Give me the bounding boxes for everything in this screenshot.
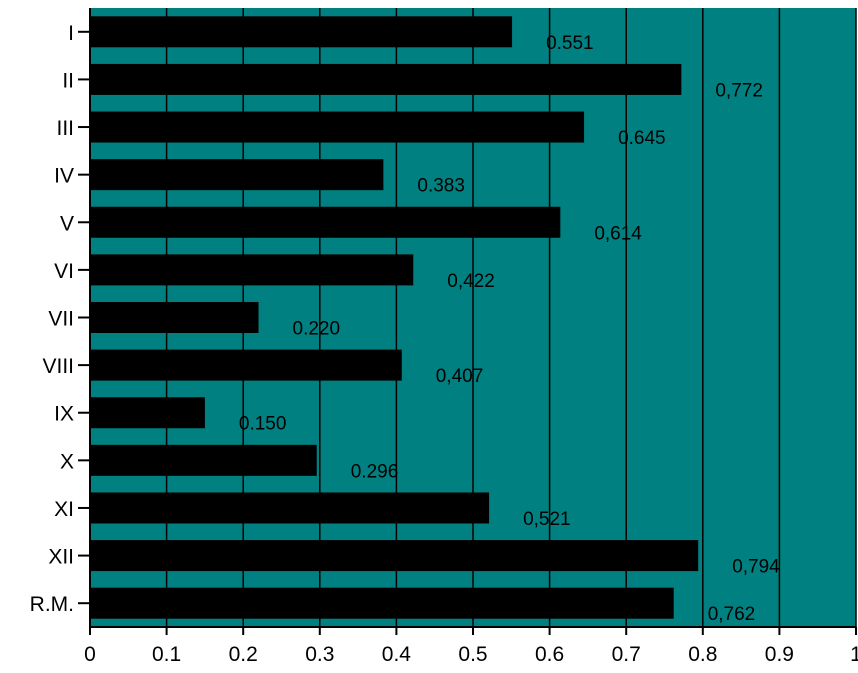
data-label: 0,794 xyxy=(732,557,780,578)
x-tick-label: 0.2 xyxy=(229,643,258,666)
bars xyxy=(90,16,699,619)
bar xyxy=(90,444,317,476)
data-label: 0,772 xyxy=(715,80,763,101)
category-label: II xyxy=(62,69,74,92)
bar xyxy=(90,349,402,381)
bar xyxy=(90,16,513,48)
data-label: 0.383 xyxy=(417,176,465,197)
bar xyxy=(90,254,414,286)
category-label: III xyxy=(56,117,74,140)
data-label: 0,521 xyxy=(523,509,571,530)
x-tick-label: 0.8 xyxy=(688,643,717,666)
x-tick-label: 0 xyxy=(84,643,96,666)
bar xyxy=(90,587,674,619)
x-tick-label: 0.4 xyxy=(382,643,412,666)
category-label: XII xyxy=(48,546,74,569)
bar xyxy=(90,63,682,95)
category-label: R.M. xyxy=(30,593,74,616)
category-label: VI xyxy=(54,260,74,283)
category-label: IX xyxy=(54,403,74,426)
x-tick-label: 0.3 xyxy=(305,643,334,666)
category-label: VII xyxy=(48,308,74,331)
data-label: 0,762 xyxy=(708,604,756,625)
data-label: 0,422 xyxy=(447,271,495,292)
data-label: 0.551 xyxy=(546,33,594,54)
category-label: V xyxy=(60,212,74,235)
data-labels: 0.551 0,772 0.645 0.383 0,614 0,422 0.220 0,407… xyxy=(239,33,780,625)
data-label: 0.150 xyxy=(239,414,287,435)
bar xyxy=(90,111,585,143)
x-tick-label: 0.9 xyxy=(765,643,794,666)
data-label: 0,407 xyxy=(436,366,484,387)
x-tick-label: 0.1 xyxy=(152,643,181,666)
data-label: 0.220 xyxy=(293,319,341,340)
bar xyxy=(90,206,561,238)
x-axis-ticks: 0 0.1 0.2 0.3 0.4 0.5 0.6 0.7 0.8 0.9 1 xyxy=(84,627,858,666)
category-label: XI xyxy=(54,498,74,521)
x-tick-label: 0.5 xyxy=(458,643,487,666)
data-label: 0.645 xyxy=(618,128,666,149)
category-label: IV xyxy=(54,165,74,188)
data-label: 0.296 xyxy=(351,461,399,482)
bar xyxy=(90,397,205,429)
x-tick-label: 0.6 xyxy=(535,643,564,666)
bar xyxy=(90,492,490,524)
category-label: VIII xyxy=(42,355,74,378)
x-tick-label: 0.7 xyxy=(612,643,641,666)
data-label: 0,614 xyxy=(594,223,642,244)
x-tick-label: 1 xyxy=(850,643,858,666)
bar xyxy=(90,159,384,191)
category-label: I xyxy=(68,22,74,45)
bar xyxy=(90,302,259,333)
category-label: X xyxy=(60,450,74,473)
bar xyxy=(90,540,699,572)
